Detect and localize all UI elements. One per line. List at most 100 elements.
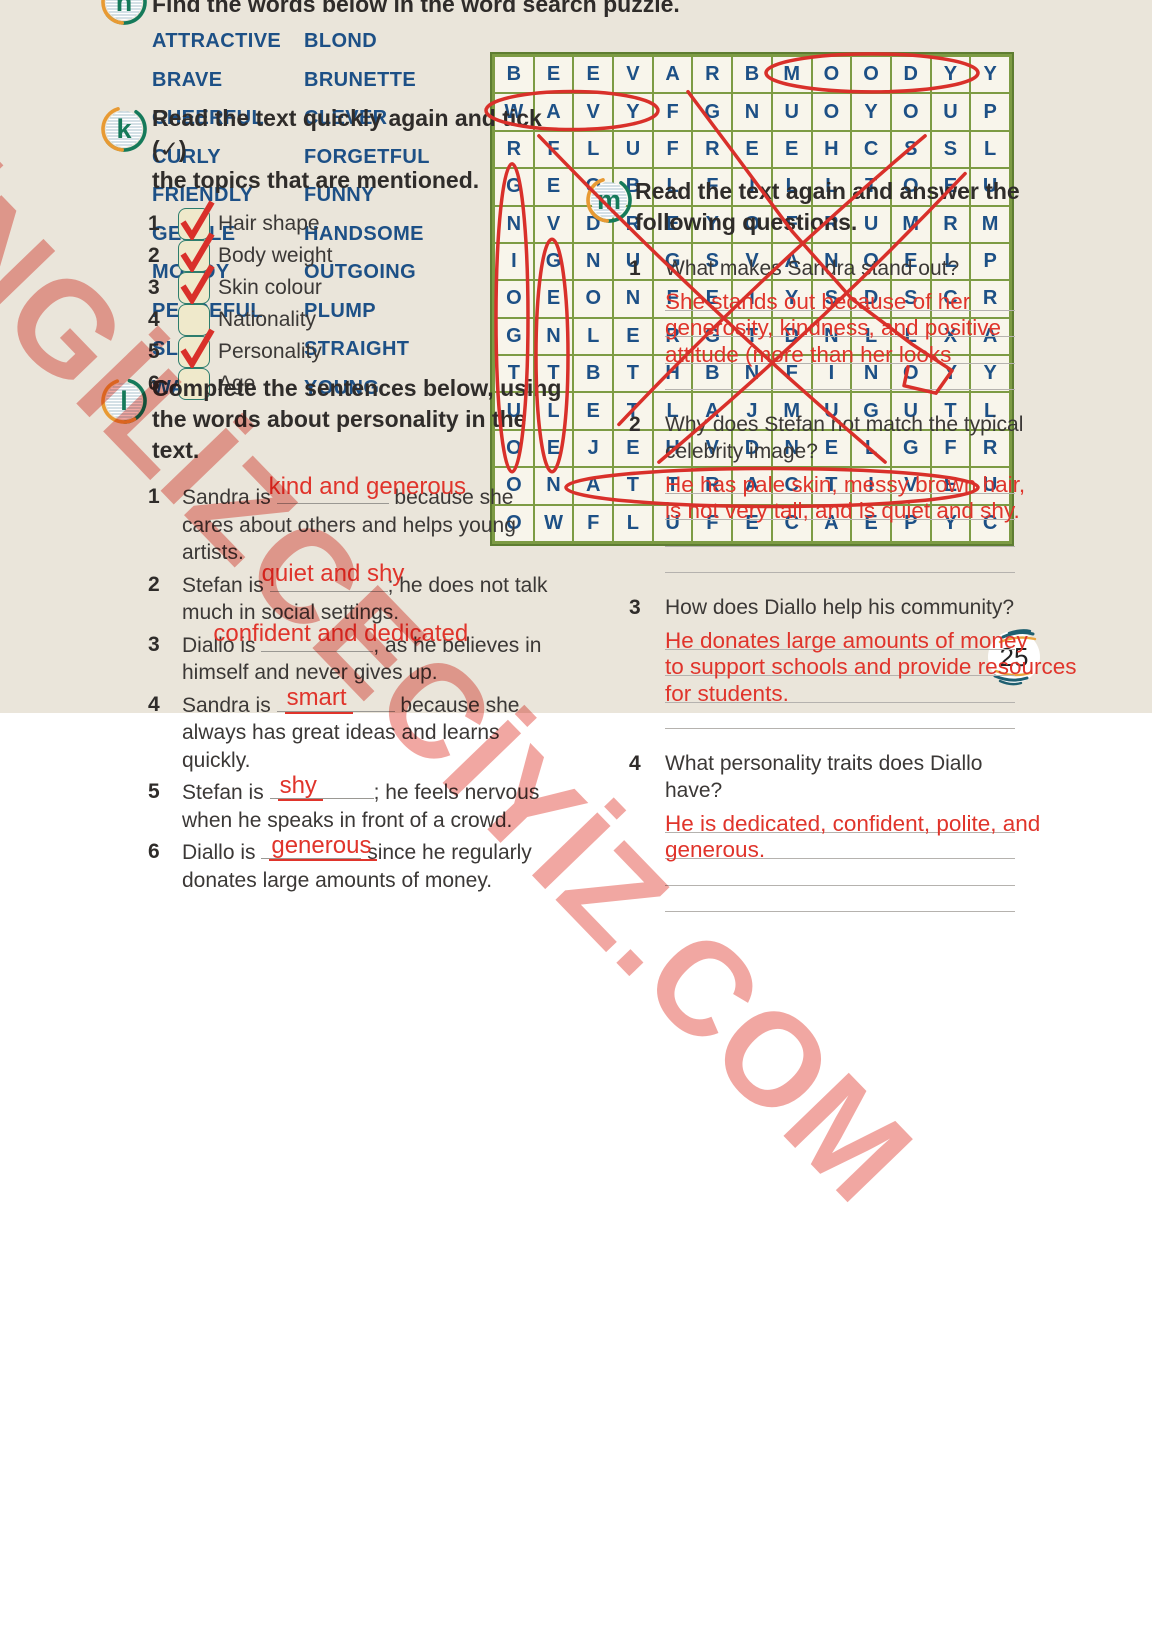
answer-blank[interactable]: quiet and shy — [262, 560, 404, 592]
topic-checkbox[interactable] — [178, 200, 215, 242]
grid-cell[interactable]: L — [971, 131, 1009, 168]
answer-line[interactable] — [665, 364, 1015, 390]
grid-cell[interactable]: C — [772, 505, 811, 541]
grid-cell[interactable]: R — [495, 131, 533, 168]
grid-cell[interactable]: Y — [931, 57, 970, 93]
grid-cell[interactable]: Y — [614, 94, 652, 130]
answer-blank[interactable]: smart — [276, 684, 395, 714]
topic-label: Nationality — [218, 308, 317, 331]
answer-line[interactable]: is not very tall, and is quiet and shy. — [665, 494, 1020, 523]
answer-line[interactable]: He has pale skin, messy brown hair, — [665, 467, 1025, 497]
question-item: 3 How does Diallo help his community? He… — [629, 594, 1076, 729]
grid-cell[interactable]: Y — [971, 57, 1009, 93]
sentence-item: 2 Stefan is quiet and shy; he does not t… — [148, 560, 580, 627]
answer-blank[interactable]: confident and dedicated — [213, 620, 468, 652]
grid-cell[interactable]: C — [971, 505, 1009, 541]
grid-cell[interactable]: G — [693, 94, 732, 130]
topic-checkbox[interactable] — [178, 264, 215, 306]
grid-cell[interactable]: M — [772, 57, 811, 93]
grid-cell[interactable]: F — [574, 505, 613, 541]
grid-cell[interactable]: E — [733, 131, 771, 168]
answer-line[interactable]: to support schools and provide resources — [665, 650, 1076, 679]
grid-cell[interactable]: R — [693, 131, 732, 168]
answer-line[interactable] — [665, 859, 1015, 886]
topic-checkbox[interactable] — [178, 328, 215, 370]
grid-cell[interactable]: P — [891, 505, 930, 541]
grid-cell[interactable]: S — [931, 131, 970, 168]
grid-cell[interactable]: V — [614, 57, 652, 93]
grid-cell[interactable]: E — [852, 505, 890, 541]
grid-cell[interactable]: A — [812, 505, 851, 541]
answer-line[interactable] — [665, 703, 1015, 729]
grid-cell[interactable]: B — [733, 57, 771, 93]
grid-cell[interactable]: E — [733, 505, 771, 541]
grid-cell[interactable]: U — [614, 131, 652, 168]
grid-cell[interactable]: W — [534, 505, 573, 541]
exercise-k: k Read the text quickly again and tick (… — [100, 103, 580, 400]
grid-cell[interactable]: E — [534, 57, 573, 93]
grid-cell[interactable]: O — [812, 57, 851, 93]
grid-cell[interactable]: L — [614, 505, 652, 541]
grid-cell[interactable]: U — [931, 94, 970, 130]
grid-cell[interactable]: R — [971, 281, 1009, 317]
handwritten-answer: kind and generous — [268, 472, 467, 500]
sentence-list: 1 Sandra is kind and generous because sh… — [148, 473, 580, 894]
grid-cell[interactable]: R — [971, 430, 1009, 467]
grid-cell[interactable]: F — [653, 131, 692, 168]
word-list-item: BRUNETTE — [304, 68, 417, 91]
grid-cell[interactable]: Y — [971, 356, 1009, 392]
grid-cell[interactable]: A — [653, 57, 692, 93]
grid-cell[interactable]: C — [852, 131, 890, 168]
grid-cell[interactable]: U — [772, 94, 811, 130]
grid-cell[interactable]: O — [495, 505, 533, 541]
grid-cell[interactable]: M — [971, 206, 1009, 242]
word-list-item: OUTGOING — [304, 261, 417, 283]
topic-checkbox[interactable] — [178, 304, 210, 336]
grid-cell[interactable]: O — [891, 94, 930, 130]
sentence-item: 5 Stefan is shy ; he feels nervous when h… — [148, 772, 580, 834]
grid-cell[interactable]: D — [891, 57, 930, 93]
grid-cell[interactable]: E — [772, 131, 811, 168]
grid-cell[interactable]: L — [574, 131, 613, 168]
grid-cell[interactable]: H — [812, 131, 851, 168]
grid-cell[interactable]: V — [574, 94, 613, 130]
grid-cell[interactable]: O — [495, 468, 533, 504]
answer-line[interactable]: She stands out because of her — [665, 284, 1015, 314]
answer-line[interactable]: generosity, kindness, and positive — [665, 311, 1015, 340]
grid-cell[interactable]: P — [971, 243, 1009, 280]
grid-cell[interactable]: N — [733, 94, 771, 130]
answer-line[interactable] — [665, 547, 1015, 573]
grid-cell[interactable]: U — [653, 505, 692, 541]
grid-cell[interactable]: Y — [852, 94, 890, 130]
grid-cell[interactable]: Y — [931, 505, 970, 541]
topic-checkbox[interactable] — [178, 368, 210, 400]
grid-cell[interactable]: L — [971, 393, 1009, 429]
question-text: Why does Stefan not match the typical cel… — [665, 413, 1024, 463]
exercise-n-title: Find the words below in the word search … — [152, 0, 680, 17]
grid-cell[interactable]: P — [971, 94, 1009, 130]
grid-cell[interactable]: F — [653, 94, 692, 130]
grid-cell[interactable]: F — [693, 505, 732, 541]
answer-blank[interactable]: kind and generous — [269, 473, 466, 504]
word-list-item: ATTRACTIVE — [152, 30, 282, 52]
grid-cell[interactable]: S — [891, 131, 930, 168]
grid-cell[interactable]: O — [812, 94, 851, 130]
topic-checkbox[interactable] — [178, 232, 215, 274]
answer-line[interactable] — [665, 520, 1015, 547]
answer-line[interactable]: generous. — [665, 833, 1015, 862]
grid-cell[interactable]: B — [495, 57, 533, 93]
handwritten-answer: He donates large amounts of money — [665, 627, 1028, 653]
answer-line[interactable]: He is dedicated, confident, polite, and — [665, 806, 1040, 836]
answer-line[interactable] — [665, 886, 1015, 912]
answer-blank[interactable]: generous — [261, 832, 378, 861]
grid-cell[interactable]: U — [971, 169, 1009, 205]
grid-cell[interactable]: R — [693, 57, 732, 93]
grid-cell[interactable]: O — [852, 57, 890, 93]
answer-line[interactable]: He donates large amounts of money — [665, 623, 1028, 653]
answer-line[interactable]: for students. — [665, 676, 1015, 706]
answer-blank[interactable]: shy — [269, 772, 374, 801]
grid-cell[interactable]: E — [574, 57, 613, 93]
sentence-body: Stefan is quiet and shy; he does not tal… — [182, 560, 580, 627]
sentence-item: 3 Diallo is confident and dedicated, as … — [148, 620, 580, 687]
answer-line[interactable]: attitude (more than her looks — [665, 337, 1015, 367]
